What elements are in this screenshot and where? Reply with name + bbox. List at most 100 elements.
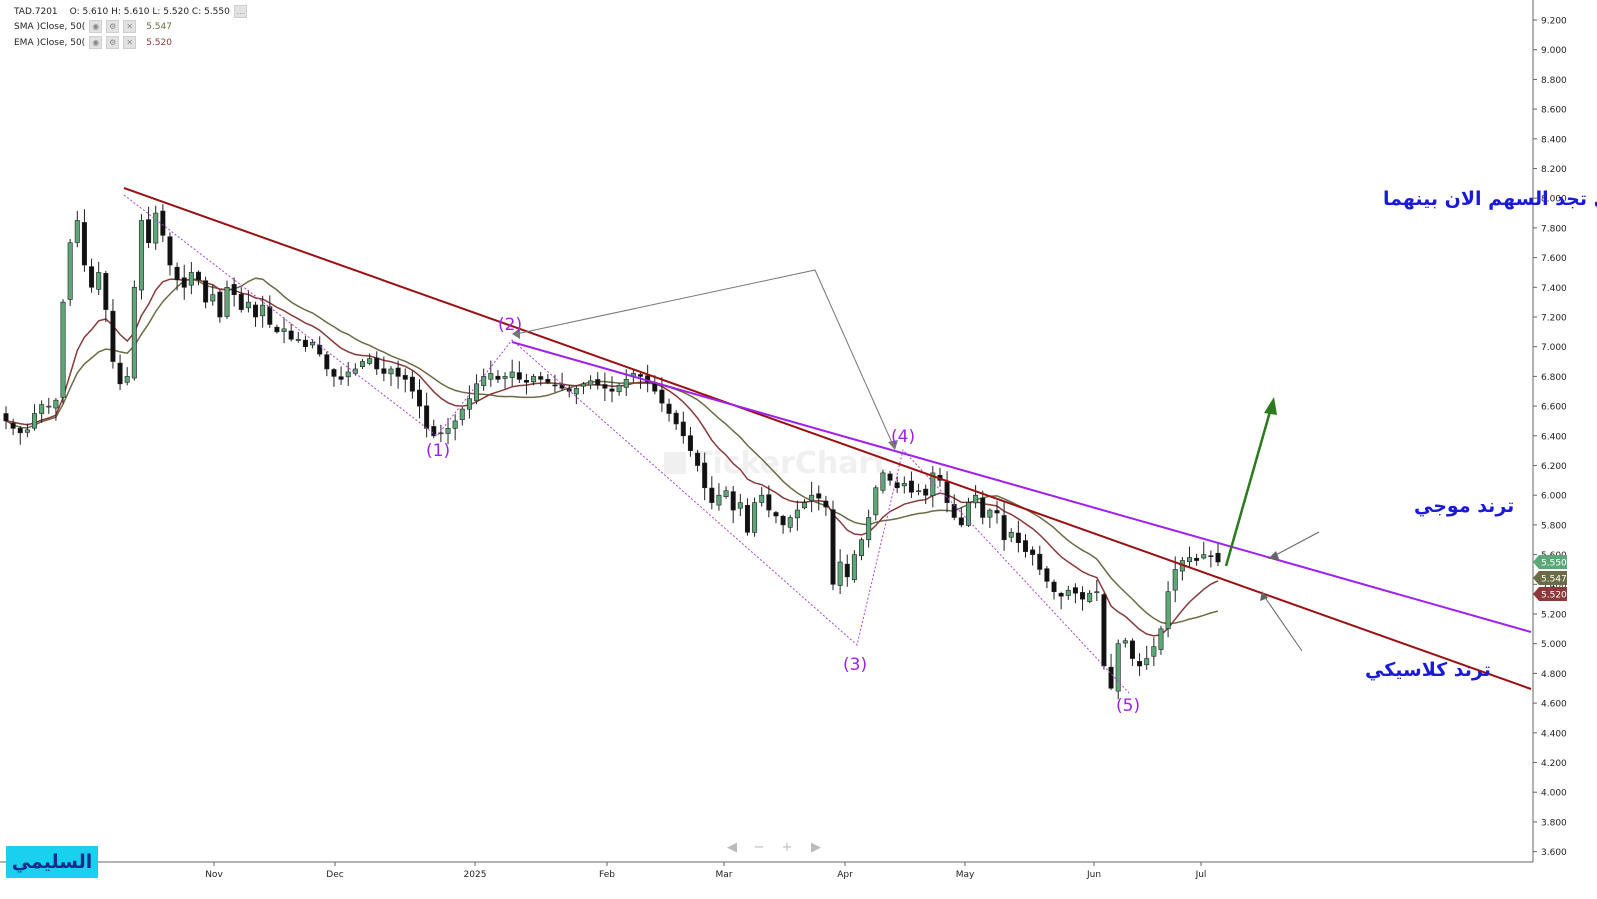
candle	[980, 490, 986, 525]
candle-body	[267, 306, 273, 325]
candle-body	[1172, 569, 1178, 591]
candle-body	[1001, 515, 1007, 541]
ema-value: 5.520	[146, 37, 172, 48]
candle	[89, 258, 95, 293]
candle-body	[374, 357, 380, 370]
candle	[809, 481, 815, 513]
close-icon[interactable]: ✕	[123, 20, 137, 33]
price-tag-label: 5.520	[1541, 591, 1567, 601]
candle	[773, 510, 779, 524]
visibility-icon[interactable]: ◉	[89, 20, 103, 33]
more-icon[interactable]: …	[233, 5, 247, 18]
candle	[680, 411, 686, 444]
candle-body	[310, 341, 316, 346]
zoom-out-icon[interactable]: −	[753, 840, 765, 855]
candle	[1122, 637, 1128, 648]
candle-body	[752, 502, 758, 533]
candle	[203, 276, 209, 309]
pointer-classic-trend-head	[1260, 591, 1268, 601]
candle-body	[559, 384, 565, 389]
x-axis: Nov Dec 2025 Feb Mar Apr May Jun Jul	[205, 862, 1206, 880]
candle-body	[60, 301, 66, 398]
candle	[267, 295, 273, 328]
candle	[766, 485, 772, 518]
candle	[131, 280, 137, 381]
author-signature: السليمي	[6, 846, 98, 878]
candle-body	[1208, 555, 1214, 557]
candle	[737, 493, 743, 517]
candle	[502, 372, 508, 389]
candle	[181, 264, 187, 300]
candle-body	[716, 494, 722, 506]
candle-body	[1008, 532, 1014, 538]
pointer-arrowhead-left	[512, 328, 520, 339]
candle-body	[965, 502, 971, 526]
price-tag-bg	[1533, 571, 1567, 585]
candle-body	[894, 482, 900, 489]
candle-body	[103, 273, 109, 310]
candle-body	[780, 515, 786, 526]
candle-body	[816, 493, 822, 499]
candle	[338, 366, 344, 385]
candle	[1072, 583, 1078, 604]
legend-ohlc: TAD.7201 O: 5.610 H: 5.610 L: 5.520 C: 5…	[14, 5, 247, 18]
candle	[96, 261, 102, 296]
candle	[816, 485, 822, 511]
candle-body	[588, 380, 594, 386]
candle	[409, 370, 415, 399]
candle-body	[245, 301, 251, 309]
candle-body	[595, 379, 601, 386]
candle	[709, 476, 715, 510]
candle	[281, 317, 287, 344]
candle-body	[623, 379, 629, 388]
candle-body	[523, 379, 529, 383]
candle	[559, 372, 565, 392]
visibility-icon[interactable]: ◉	[89, 36, 103, 49]
candle-body	[260, 304, 266, 317]
y-tick-label: 4.000	[1541, 789, 1567, 799]
y-tick-label: 8.000	[1541, 195, 1567, 205]
candle	[381, 356, 387, 382]
candle-body	[916, 490, 922, 493]
candle-body	[609, 388, 615, 392]
candle	[730, 486, 736, 524]
price-tag-label: 5.547	[1541, 575, 1567, 585]
price-tag-bg	[1533, 587, 1567, 601]
candle-body	[823, 500, 829, 508]
candle	[245, 290, 251, 313]
scroll-left-icon[interactable]: ◀	[727, 840, 737, 855]
candle-body	[1158, 628, 1164, 650]
candle	[1179, 556, 1185, 581]
candle	[531, 373, 537, 386]
wave-trend-line	[511, 341, 1532, 633]
symbol-name: TAD.7201	[14, 6, 58, 17]
candle	[780, 514, 786, 534]
scroll-right-icon[interactable]: ▶	[811, 840, 821, 855]
close-icon[interactable]: ✕	[123, 36, 137, 49]
moving-averages	[5, 277, 1219, 637]
candle-body	[10, 422, 16, 429]
candle	[1137, 653, 1143, 676]
candle	[1051, 579, 1057, 600]
candle-body	[1037, 553, 1043, 570]
y-tick-label: 4.200	[1541, 759, 1567, 769]
candle	[1101, 592, 1107, 670]
x-tick-label: 2025	[464, 870, 487, 880]
candle	[224, 280, 230, 320]
candle-body	[488, 373, 494, 380]
candle	[580, 381, 586, 395]
settings-icon[interactable]: ⚙	[106, 20, 120, 33]
candle	[916, 483, 922, 496]
candle-body	[709, 487, 715, 503]
candle-body	[124, 376, 130, 383]
candle	[673, 410, 679, 431]
candle	[110, 299, 116, 369]
candle-body	[1051, 581, 1057, 593]
zoom-in-icon[interactable]: +	[781, 840, 793, 855]
settings-icon[interactable]: ⚙	[106, 36, 120, 49]
candle-body	[160, 210, 166, 236]
candle	[153, 205, 159, 250]
candle	[844, 554, 850, 587]
y-tick-label: 6.800	[1541, 373, 1567, 383]
